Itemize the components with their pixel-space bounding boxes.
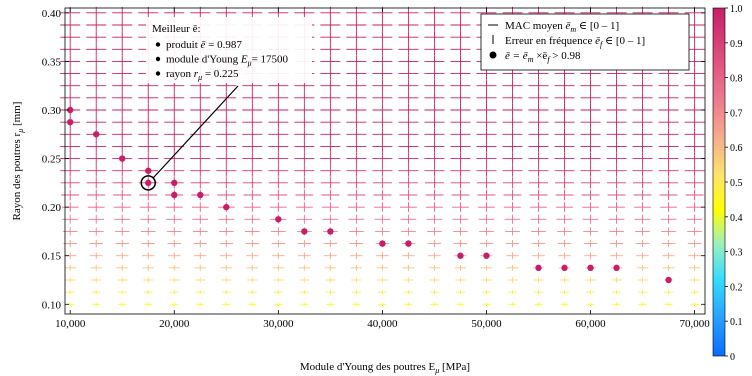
colorbar-tick-label: 0.2 xyxy=(730,282,743,293)
annotation-box xyxy=(146,17,312,83)
bullet xyxy=(155,56,161,62)
y-tick-label: 0.10 xyxy=(42,299,62,311)
product-point xyxy=(483,252,490,259)
annotation-value: = 17500 xyxy=(252,54,289,66)
x-tick-label: 60,000 xyxy=(575,318,606,330)
y-tick-label: 0.20 xyxy=(42,202,62,214)
plot-frame xyxy=(64,7,706,315)
x-axis-label-text: Module d'Young des poutres E xyxy=(300,361,436,373)
annotation-value: = 0.225 xyxy=(202,68,239,80)
legend-tail: > 0.98 xyxy=(550,50,581,62)
product-point xyxy=(171,191,178,199)
x-tick-label: 70,000 xyxy=(679,318,710,330)
legend-text: MAC moyen xyxy=(505,20,566,32)
colorbar-tick-label: 0 xyxy=(730,352,735,363)
legend-symbol: ē xyxy=(566,20,571,32)
y-axis-label-sub: μ xyxy=(16,129,25,134)
x-tick-label: 10,000 xyxy=(55,318,86,330)
legend-box xyxy=(480,13,690,71)
legend-sub: m xyxy=(528,55,534,64)
product-point xyxy=(457,252,464,259)
product-point xyxy=(223,203,230,211)
legend-entry: ē = ēm ×ēf > 0.98 xyxy=(505,50,581,64)
annotation-value: = 0.987 xyxy=(205,39,242,51)
colorbar-tick-label: 0.5 xyxy=(730,178,743,189)
product-point xyxy=(587,264,594,272)
annotation-line: rayon rμ = 0.225 xyxy=(166,68,239,82)
bullet xyxy=(155,71,161,76)
y-axis-label-unit: [mm] xyxy=(11,102,23,129)
x-tick-label: 40,000 xyxy=(367,318,398,330)
y-tick-label: 0.40 xyxy=(42,8,62,20)
x-tick-label: 30,000 xyxy=(263,318,294,330)
annotation-line: module d'Young Eμ= 17500 xyxy=(166,54,289,68)
colorbar-tick-label: 0.7 xyxy=(730,108,743,119)
product-point xyxy=(327,228,334,235)
product-point xyxy=(93,131,100,138)
annotation-symbol: E xyxy=(240,54,248,66)
colorbar-tick-label: 1.0 xyxy=(730,4,743,15)
legend-sub: f xyxy=(547,55,551,64)
legend-entry: MAC moyen ēm ∈ [0 – 1] xyxy=(505,20,619,34)
product-point xyxy=(197,191,204,199)
colorbar-tick-label: 0.6 xyxy=(730,143,743,154)
x-axis-label-sub: μ xyxy=(434,366,439,375)
colorbar-gradient xyxy=(712,7,726,357)
legend-entry: Erreur en fréquence ēf ∈ [0 – 1] xyxy=(505,35,645,49)
annotation-sub: μ xyxy=(247,59,252,68)
x-tick-label: 50,000 xyxy=(471,318,502,330)
annotation-symbol: ē xyxy=(201,39,206,51)
product-point xyxy=(665,276,672,284)
y-tick-label: 0.30 xyxy=(42,105,62,117)
x-axis-label-unit: [MPa] xyxy=(439,361,470,373)
best-point-leader xyxy=(152,85,239,179)
best-point-ring xyxy=(140,175,157,191)
product-point xyxy=(145,179,152,187)
y-tick-label: 0.35 xyxy=(42,56,62,68)
legend-tail: ×ē xyxy=(533,50,547,62)
legend-symbol: ē = ē xyxy=(505,50,528,62)
product-point xyxy=(67,106,74,114)
product-point xyxy=(535,264,542,272)
product-point xyxy=(145,167,152,174)
colorbar-tick-label: 0.4 xyxy=(730,213,743,224)
y-axis-label-text: Rayon des poutres r xyxy=(11,132,23,220)
legend-symbol: ē xyxy=(595,35,600,47)
legend-sub: f xyxy=(600,40,604,49)
annotation-title: Meilleur ē: xyxy=(152,23,201,35)
product-point xyxy=(561,264,568,272)
product-point xyxy=(171,179,178,187)
product-point xyxy=(67,118,74,126)
annotation-label: produit xyxy=(166,39,201,51)
annotation-label: module d'Young xyxy=(166,54,241,66)
y-tick-label: 0.15 xyxy=(42,251,62,263)
legend-sub: m xyxy=(570,25,576,34)
annotation-line: produit ē = 0.987 xyxy=(166,39,242,51)
x-tick-label: 20,000 xyxy=(159,318,190,330)
annotation-sub: μ xyxy=(197,73,202,82)
product-point xyxy=(613,264,620,272)
legend-dot-marker xyxy=(489,51,497,59)
product-point xyxy=(119,155,126,162)
annotation-label: rayon xyxy=(166,68,194,80)
legend-text: Erreur en fréquence xyxy=(505,35,595,47)
colorbar-tick-label: 0.1 xyxy=(730,317,743,328)
product-point xyxy=(405,240,412,247)
legend-tail: ∈ [0 – 1] xyxy=(576,20,619,32)
y-tick-label: 0.25 xyxy=(42,154,62,166)
y-axis-label: Rayon des poutres rμ [mm] xyxy=(11,102,25,221)
x-axis-label: Module d'Young des poutres Eμ [MPa] xyxy=(300,361,470,375)
product-point xyxy=(301,228,308,235)
legend-tail: ∈ [0 – 1] xyxy=(602,35,645,47)
colorbar-tick-label: 0.3 xyxy=(730,248,743,259)
colorbar-tick-label: 0.8 xyxy=(730,74,743,85)
product-point xyxy=(379,240,386,247)
bullet xyxy=(155,42,161,47)
annotation-symbol: r xyxy=(194,68,199,80)
colorbar-tick-label: 0.9 xyxy=(730,39,743,50)
product-point xyxy=(275,216,282,223)
